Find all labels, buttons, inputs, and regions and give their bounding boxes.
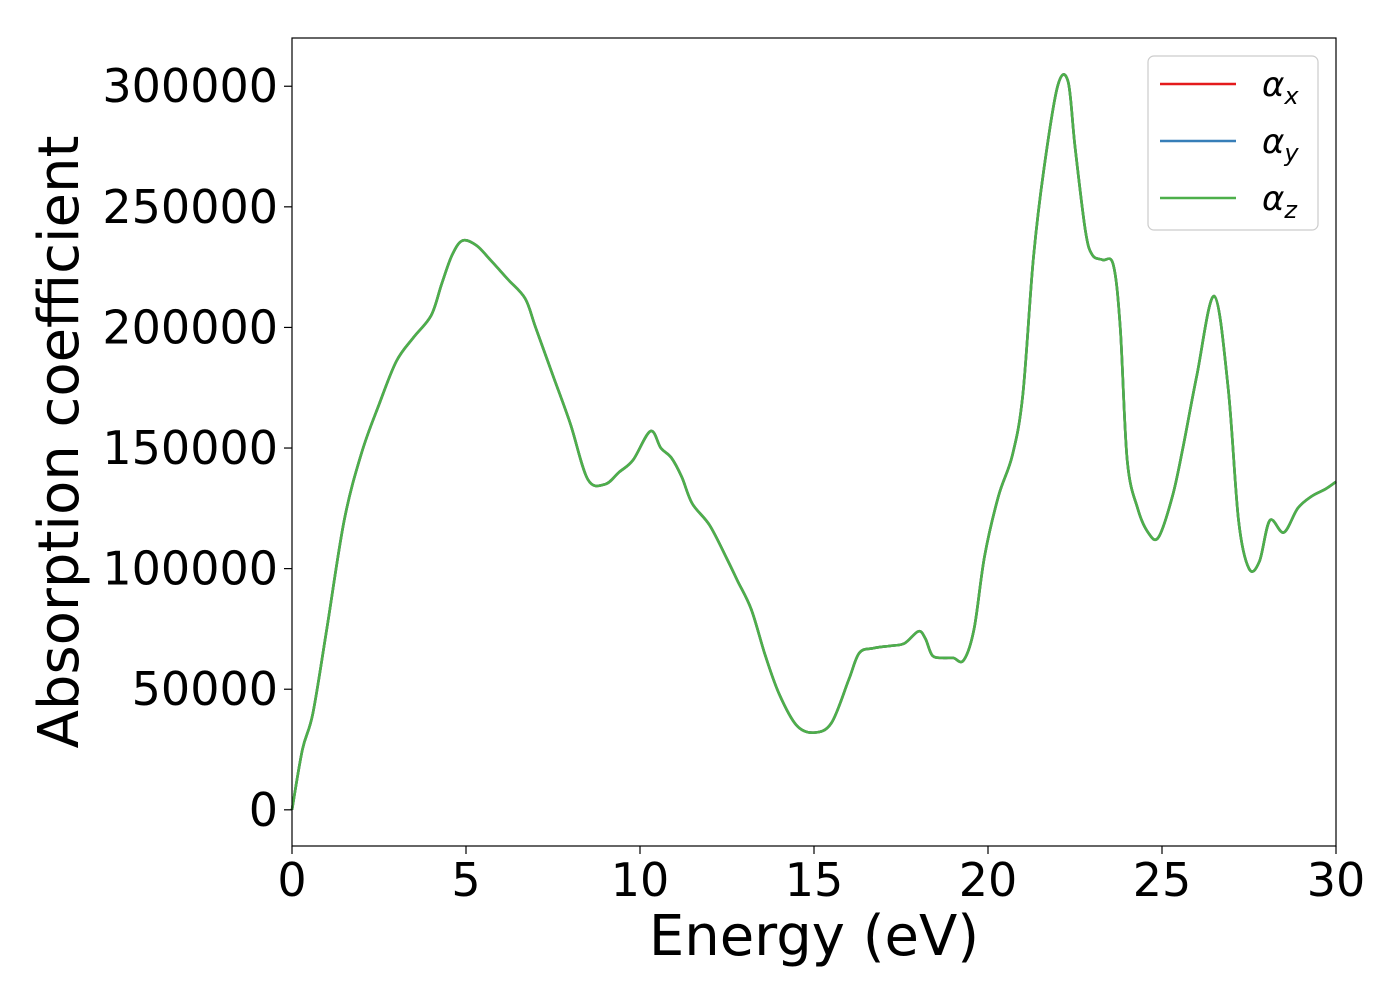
- legend-subscript: z: [1283, 196, 1298, 224]
- y-tick-label-1: 50000: [132, 662, 278, 716]
- x-axis-ticks: 0 5 10 15 20 25 30: [277, 846, 1365, 907]
- y-tick-label-4: 200000: [102, 300, 278, 354]
- y-tick-label-3: 150000: [102, 421, 278, 475]
- x-tick-label-6: 30: [1307, 853, 1366, 907]
- y-tick-label-0: 0: [249, 783, 278, 837]
- legend-symbol: α: [1262, 122, 1284, 162]
- x-axis-title: Energy (eV): [649, 904, 979, 969]
- series-line-z: [290, 73, 1337, 811]
- legend-box: [1147, 55, 1319, 231]
- y-tick-label-2: 100000: [102, 542, 278, 596]
- y-tick-label-6: 300000: [102, 59, 278, 113]
- y-axis-ticks: 0 50000 100000 150000 200000 250000 300000: [102, 59, 292, 837]
- legend-subscript: x: [1283, 82, 1299, 110]
- x-tick-label-5: 25: [1133, 853, 1192, 907]
- x-tick-label-4: 20: [959, 853, 1018, 907]
- legend-label-y: αy: [1262, 122, 1299, 167]
- y-tick-label-5: 250000: [102, 180, 278, 234]
- y-axis-title: Absorption coefficient: [27, 136, 92, 749]
- legend-subscript: y: [1283, 139, 1299, 167]
- x-tick-label-0: 0: [277, 853, 306, 907]
- x-tick-label-3: 15: [785, 853, 844, 907]
- series-layer: [290, 73, 1337, 811]
- legend-symbol: α: [1262, 179, 1284, 219]
- legend-label-z: αz: [1262, 179, 1298, 224]
- x-tick-label-1: 5: [451, 853, 480, 907]
- legend-symbol: α: [1262, 65, 1284, 105]
- legend-label-x: αx: [1262, 65, 1299, 110]
- x-tick-label-2: 10: [611, 853, 670, 907]
